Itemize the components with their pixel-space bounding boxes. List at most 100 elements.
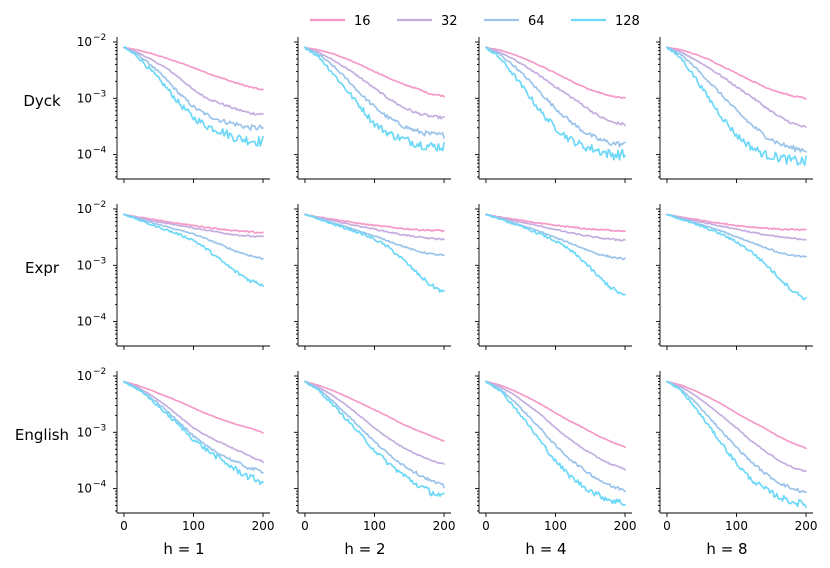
panel-dyck-h-1: 10−210−310−4 <box>77 33 270 183</box>
y-tick-label: 10 <box>77 425 92 439</box>
series-line-64 <box>304 46 445 140</box>
series-line-64 <box>485 213 626 261</box>
x-tick-label: 200 <box>433 519 456 533</box>
series-line-16 <box>485 46 626 100</box>
series-line-32 <box>485 213 626 242</box>
series-line-32 <box>304 46 445 120</box>
series-line-64 <box>666 213 807 258</box>
series-line-64 <box>304 213 445 257</box>
row-label-expr: Expr <box>25 259 60 277</box>
series-line-32 <box>123 380 264 464</box>
panel-english-h-4: 0 100 200 <box>475 371 636 533</box>
y-tick-label: 10 <box>77 35 92 49</box>
x-tick-label: 0 <box>301 519 309 533</box>
series-line-32 <box>304 213 445 241</box>
x-tick-label: 100 <box>363 519 386 533</box>
column-label-h-4: h = 4 <box>525 540 566 558</box>
y-tick-exponent: −2 <box>93 200 106 210</box>
series-line-32 <box>304 380 445 465</box>
series-line-128 <box>123 213 264 288</box>
series-line-16 <box>304 380 445 442</box>
y-tick-exponent: −2 <box>93 367 106 377</box>
y-tick-label: 10 <box>77 258 92 272</box>
x-tick-label: 200 <box>795 519 818 533</box>
series-line-128 <box>123 380 264 486</box>
panel-expr-h-4 <box>475 204 632 350</box>
y-tick-exponent: −3 <box>93 89 106 99</box>
series-line-64 <box>123 46 264 132</box>
y-tick-exponent: −3 <box>93 423 106 433</box>
series-line-128 <box>123 46 264 147</box>
y-tick-label: 10 <box>77 482 92 496</box>
column-label-h-1: h = 1 <box>163 540 204 558</box>
series-line-16 <box>666 380 807 450</box>
y-tick-exponent: −3 <box>93 256 106 266</box>
panel-dyck-h-4 <box>475 37 632 183</box>
legend-label-16: 16 <box>354 14 371 29</box>
series-line-32 <box>666 380 807 473</box>
x-tick-label: 100 <box>725 519 748 533</box>
column-label-h-2: h = 2 <box>344 540 385 558</box>
series-line-128 <box>485 46 626 161</box>
series-line-128 <box>666 213 807 301</box>
series-line-16 <box>485 380 626 449</box>
series-line-128 <box>485 213 626 296</box>
series-line-64 <box>485 380 626 493</box>
legend: 16 32 64 128 <box>310 14 640 29</box>
x-tick-label: 200 <box>614 519 637 533</box>
series-line-128 <box>485 380 626 507</box>
series-line-16 <box>123 213 264 234</box>
x-tick-label: 0 <box>663 519 671 533</box>
y-tick-label: 10 <box>77 369 92 383</box>
row-label-dyck: Dyck <box>23 92 61 110</box>
panel-dyck-h-2 <box>294 37 451 183</box>
y-tick-exponent: −4 <box>93 313 107 323</box>
y-tick-exponent: −4 <box>93 146 107 156</box>
series-line-32 <box>666 213 807 241</box>
y-tick-exponent: −2 <box>93 33 106 43</box>
series-line-16 <box>485 213 626 233</box>
row-label-english: English <box>15 426 69 444</box>
series-line-64 <box>123 213 264 261</box>
panel-dyck-h-8 <box>656 37 813 183</box>
y-tick-label: 10 <box>77 315 92 329</box>
series-line-32 <box>123 213 264 238</box>
series-line-32 <box>485 46 626 127</box>
series-line-64 <box>666 380 807 494</box>
series-line-16 <box>666 213 807 232</box>
x-tick-label: 100 <box>544 519 567 533</box>
panel-expr-h-2 <box>294 204 451 350</box>
series-line-128 <box>666 380 807 509</box>
series-line-16 <box>304 213 445 233</box>
series-line-16 <box>123 380 264 434</box>
series-line-16 <box>123 46 264 91</box>
y-tick-label: 10 <box>77 91 92 105</box>
y-tick-label: 10 <box>77 202 92 216</box>
series-line-16 <box>666 46 807 100</box>
series-line-128 <box>304 46 445 152</box>
panel-expr-h-1: 10−210−310−4 <box>77 200 270 350</box>
column-label-h-8: h = 8 <box>706 540 747 558</box>
panel-english-h-2: 0 100 200 <box>294 371 455 533</box>
series-line-32 <box>666 46 807 128</box>
x-tick-label: 100 <box>182 519 205 533</box>
series-line-128 <box>666 46 807 167</box>
x-tick-label: 0 <box>120 519 128 533</box>
series-line-64 <box>485 46 626 148</box>
panel-english-h-8: 0 100 200 <box>656 371 817 533</box>
x-tick-label: 200 <box>252 519 275 533</box>
panel-expr-h-8 <box>656 204 813 350</box>
series-line-128 <box>304 380 445 498</box>
series-line-32 <box>123 46 264 116</box>
series-line-16 <box>304 46 445 98</box>
y-tick-exponent: −4 <box>93 480 107 490</box>
legend-label-64: 64 <box>528 14 545 29</box>
series-line-64 <box>304 380 445 489</box>
series-line-32 <box>485 380 626 471</box>
legend-label-128: 128 <box>615 14 640 29</box>
series-line-64 <box>666 46 807 153</box>
legend-label-32: 32 <box>441 14 458 29</box>
series-line-128 <box>304 213 445 293</box>
